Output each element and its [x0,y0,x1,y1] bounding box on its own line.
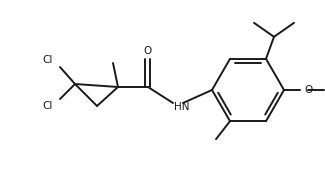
Text: Cl: Cl [43,101,53,111]
Text: Cl: Cl [43,55,53,65]
Text: O: O [304,85,312,95]
Text: O: O [144,46,152,56]
Text: HN: HN [174,102,189,112]
